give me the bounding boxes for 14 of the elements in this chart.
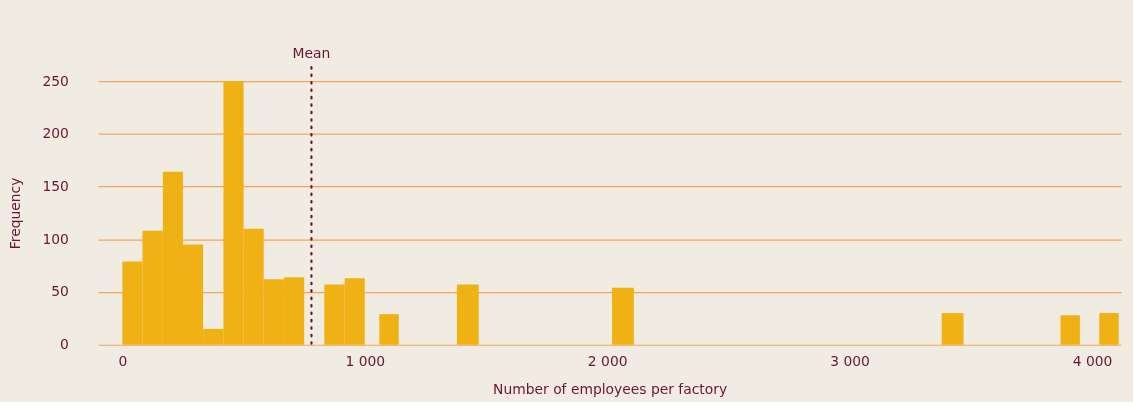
y-tick-label: 200	[42, 125, 69, 142]
y-tick-label: 100	[42, 230, 69, 247]
x-tick-label: 3 000	[830, 353, 870, 370]
y-tick-label: 150	[42, 177, 69, 194]
x-tick-label: 2 000	[587, 353, 628, 370]
x-tick-label: 0	[118, 353, 128, 370]
y-tick-label: 50	[51, 283, 69, 300]
ref-line-label: Mean	[292, 45, 331, 62]
y-tick-label: 0	[60, 336, 69, 353]
y-axis-title: Frequency	[6, 177, 23, 250]
x-tick-label: 4 000	[1072, 353, 1113, 370]
x-tick-label: 1 000	[345, 353, 386, 370]
x-axis-title: Number of employees per factory	[493, 380, 728, 397]
y-tick-label: 250	[42, 72, 69, 89]
